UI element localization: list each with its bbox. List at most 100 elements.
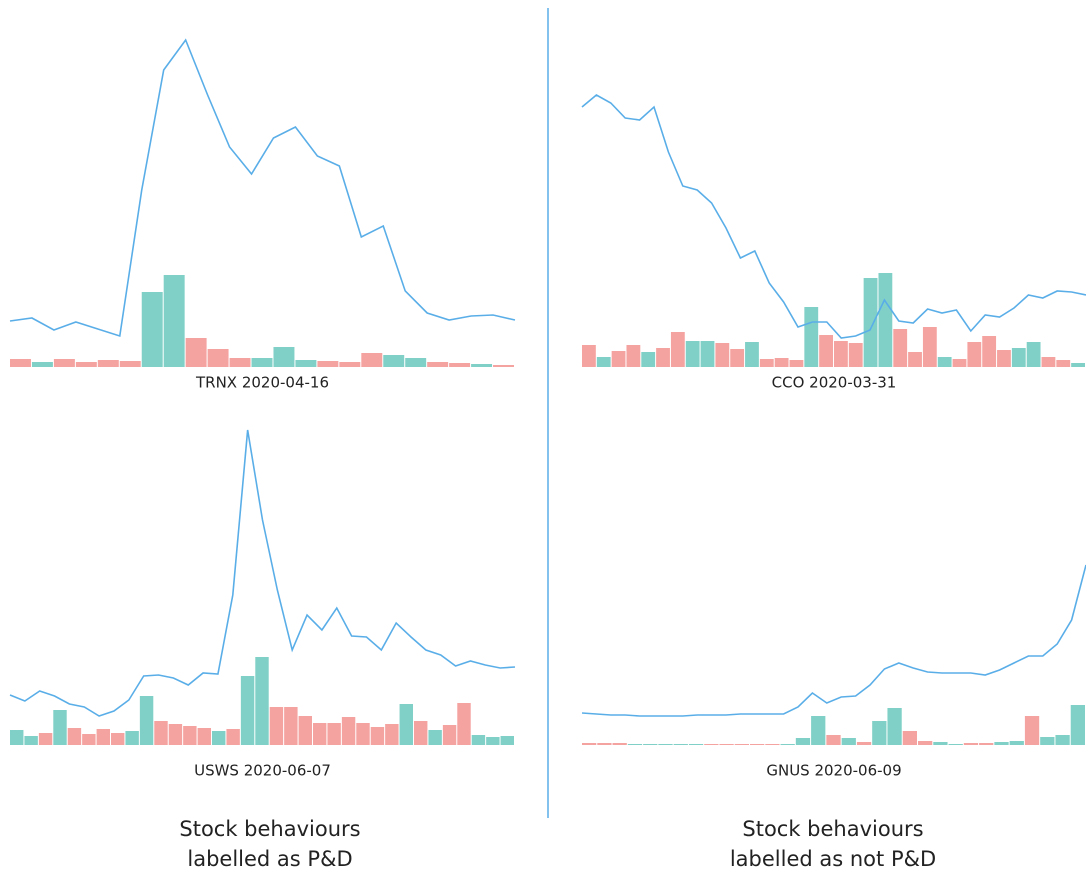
volume-bar [627,744,643,745]
chart-title: TRNX 2020-04-16 [195,374,329,392]
volume-bar [339,362,361,367]
volume-bar [500,736,514,745]
volume-bar [811,716,826,745]
volume-bar [979,743,994,745]
volume-bar [471,364,493,367]
volume-bar [141,292,163,367]
price-line [581,564,1086,717]
volume-bar [428,730,442,745]
volume-bar [486,737,500,745]
volume-bar [789,360,804,367]
volume-bar [82,734,96,745]
volume-bar [207,349,229,367]
volume-bar [449,363,471,367]
volume-bar [399,704,413,745]
volume-bar [719,744,734,745]
volume-bar [658,744,673,745]
volume-bar [863,278,878,367]
volume-bar [596,357,611,367]
volume-bar [982,336,997,367]
volume-bar [356,723,370,745]
volume-bar [168,724,183,745]
volume-bar [612,743,627,745]
volume-bar [750,744,765,745]
volume-bar [937,357,952,367]
volume-bar [67,728,82,745]
volume-bar [841,738,856,745]
volume-bar [670,332,685,367]
volume-bar [765,744,780,745]
volume-bar [780,744,795,745]
chart-title: GNUS 2020-06-09 [766,762,901,780]
volume-bar [251,358,273,367]
volume-bar [38,733,53,745]
volume-bar [908,352,922,367]
volume-bar [848,343,863,367]
volume-bar [10,730,24,745]
volume-bar [273,347,295,367]
volume-bar [414,721,428,745]
volume-bar [183,726,197,745]
volume-bar [197,728,211,745]
volume-bar [715,343,730,367]
volume-bar [878,273,893,367]
volume-bar [734,744,749,745]
volume-bar [641,352,656,367]
volume-bar [31,362,53,367]
volume-bar [826,735,841,745]
volume-bar [819,335,833,367]
volume-bar [185,338,207,367]
volume-bar [626,345,641,367]
volume-bar [24,736,38,745]
volume-bar [902,731,917,745]
volume-bar [918,741,933,745]
volume-bar [405,358,427,367]
volume-bar [1024,716,1040,745]
volume-bar [226,729,240,745]
volume-bar [361,353,383,367]
volume-bar [240,676,255,745]
volume-bar [1026,342,1041,367]
volume-bar [96,729,110,745]
price-line [9,429,516,717]
volume-bar [427,362,449,367]
price-line [581,94,1086,339]
caption: Stock behaviours [742,817,923,841]
volume-bar [685,341,700,367]
volume-bar [582,345,596,367]
volume-bar [997,350,1011,367]
volume-bar [948,744,963,745]
volume-bar [229,358,251,367]
volume-bar [269,707,284,745]
volume-bar [730,349,745,367]
volume-bar [656,348,670,367]
volume-bar [53,710,67,745]
volume-bar [327,723,341,745]
volume-bar [700,341,715,367]
volume-bar [163,275,185,367]
price-line [9,38,516,338]
volume-bar [457,703,471,745]
volume-bar [383,355,405,367]
volume-bar [872,721,887,745]
volume-bar [795,738,811,745]
chart-title: USWS 2020-06-07 [194,762,331,780]
volume-bar [759,359,774,367]
volume-bar [994,742,1009,745]
volume-bar [139,696,154,745]
volume-bar [1056,360,1071,367]
volume-bar [952,359,967,367]
volume-bar [1009,741,1024,745]
volume-bar [834,341,848,367]
volume-bar [341,717,356,745]
volume-bar [774,358,789,367]
volume-bar [643,744,658,745]
volume-bar [212,731,226,745]
volume-bar [97,360,119,367]
volume-bar [611,351,626,367]
caption: Stock behaviours [179,817,360,841]
volume-bar [688,744,704,745]
volume-bar [154,721,168,745]
volume-bar [922,327,937,367]
